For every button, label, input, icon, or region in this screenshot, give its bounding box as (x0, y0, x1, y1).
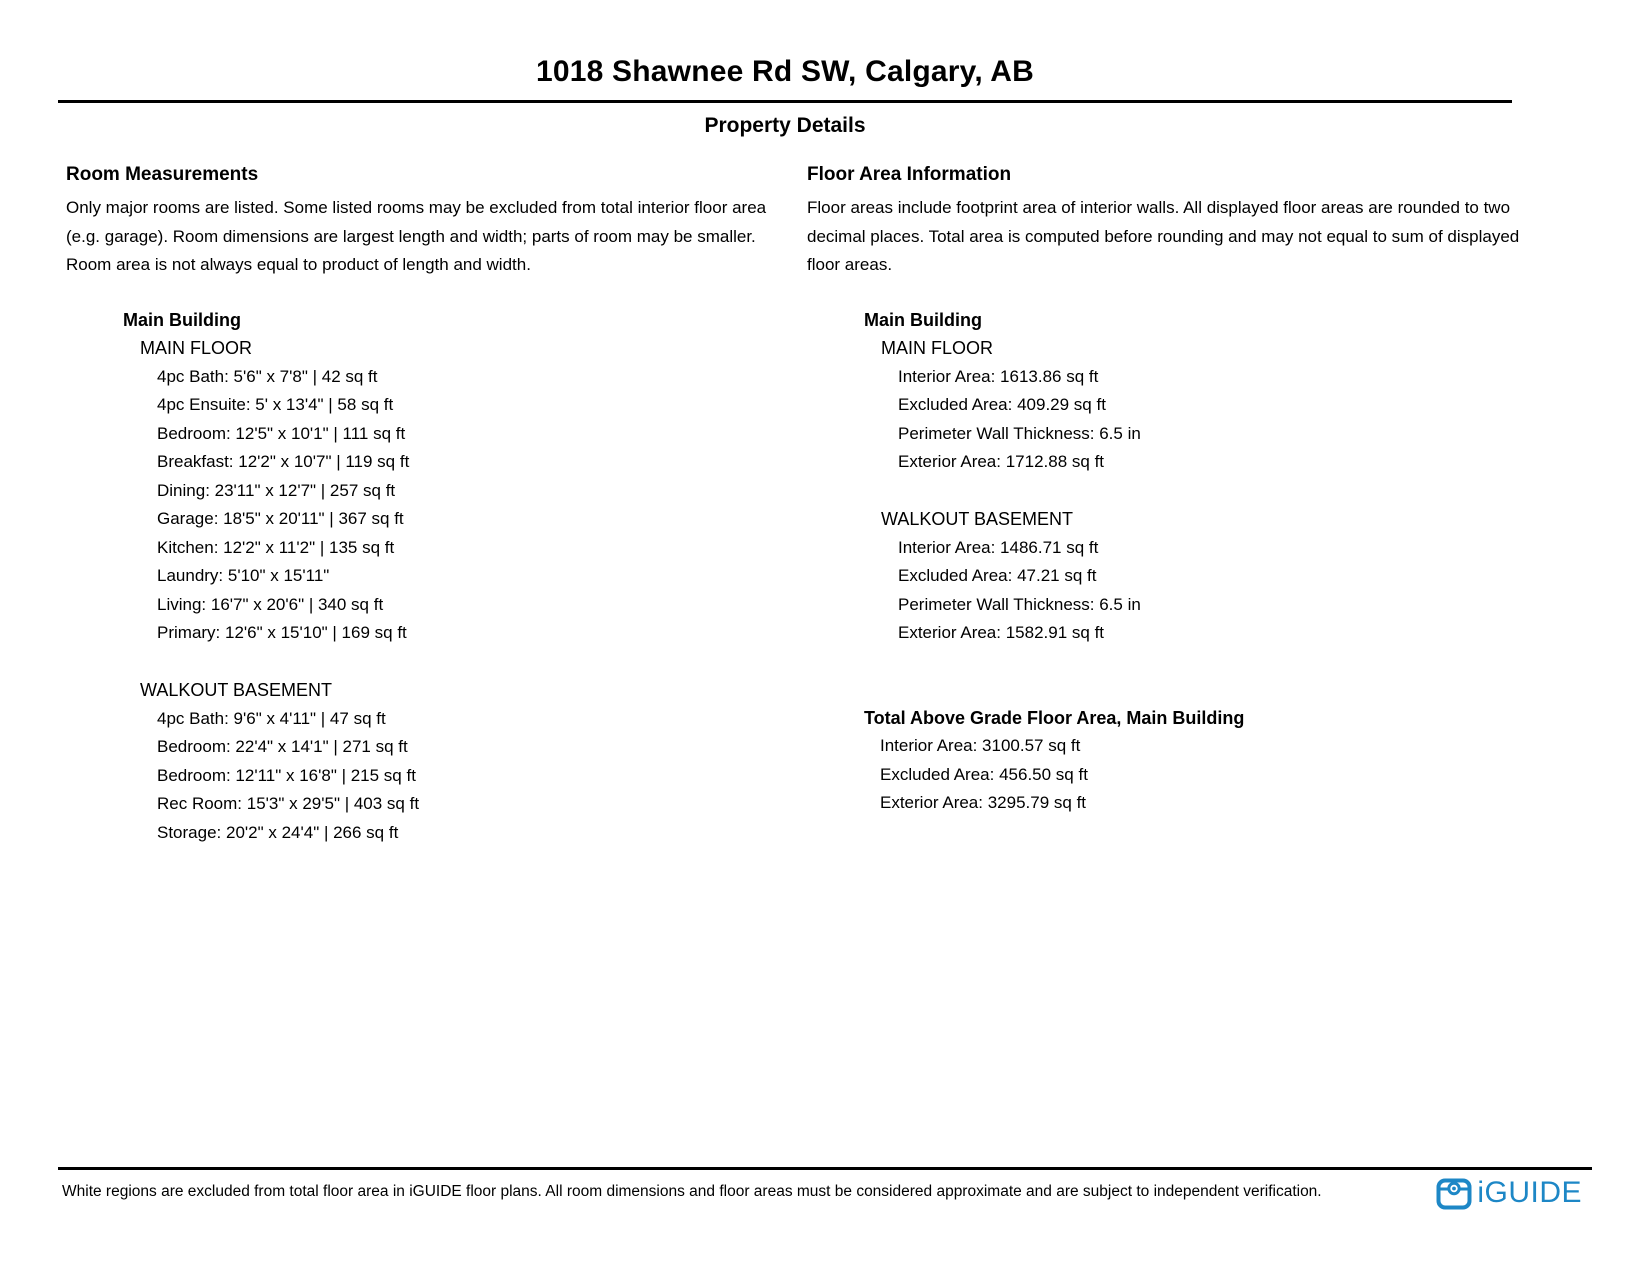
building-name: Main Building (123, 309, 241, 330)
footer-divider (58, 1167, 1592, 1170)
room-list-main-floor: 4pc Bath: 5'6" x 7'8" | 42 sq ft 4pc Ensu… (157, 363, 806, 648)
total-above-grade-heading: Total Above Grade Floor Area, Main Build… (864, 707, 1245, 728)
floor-area-line: Exterior Area: 1712.88 sq ft (898, 452, 1105, 471)
room-measurement-line: Garage: 18'5" x 20'11" | 367 sq ft (157, 509, 404, 528)
page-title: 1018 Shawnee Rd SW, Calgary, AB (535, 55, 1035, 88)
room-measurements-section: Room Measurements Only major rooms are l… (66, 163, 806, 847)
page-header: 1018 Shawnee Rd SW, Calgary, AB Property… (58, 0, 1512, 138)
area-list-main-floor: Interior Area: 1613.86 sq ft Excluded Are… (898, 363, 1547, 477)
room-measurement-line: 4pc Ensuite: 5' x 13'4" | 58 sq ft (157, 395, 394, 414)
total-above-grade-block: Total Above Grade Floor Area, Main Build… (807, 704, 1547, 818)
room-measurement-line: Bedroom: 12'11" x 16'8" | 215 sq ft (157, 765, 416, 785)
floor-name: MAIN FLOOR (881, 338, 994, 358)
description-line: Room area is not always equal to product… (66, 255, 531, 274)
floor-area-walkout-basement: WALKOUT BASEMENT Interior Area: 1486.71 … (807, 505, 1547, 648)
area-list-walkout-basement: Interior Area: 1486.71 sq ft Excluded Are… (898, 534, 1547, 648)
floor-area-line: Excluded Area: 409.29 sq ft (898, 395, 1106, 414)
room-measurement-line: Laundry: 5'10" x 15'11" (157, 566, 330, 585)
floor-area-line: Excluded Area: 47.21 sq ft (898, 566, 1097, 585)
floor-area-line: Interior Area: 1613.86 sq ft (898, 366, 1099, 386)
description-line: (e.g. garage). Room dimensions are large… (66, 226, 756, 246)
room-measurement-line: 4pc Bath: 5'6" x 7'8" | 42 sq ft (157, 366, 378, 386)
floor-main-floor: MAIN FLOOR 4pc Bath: 5'6" x 7'8" | 42 sq… (66, 334, 806, 648)
description-line: Floor areas include footprint area of in… (807, 198, 1511, 217)
room-list-walkout-basement: 4pc Bath: 9'6" x 4'11" | 47 sq ft Bedroom… (157, 705, 806, 848)
room-measurement-line: Rec Room: 15'3" x 29'5" | 403 sq ft (157, 794, 420, 813)
floor-area-information-section: Floor Area Information Floor areas inclu… (807, 163, 1547, 818)
iguide-camera-icon (1436, 1178, 1472, 1210)
floor-area-line: Exterior Area: 1582.91 sq ft (898, 623, 1105, 642)
floor-name: WALKOUT BASEMENT (881, 509, 1074, 529)
room-measurement-line: Living: 16'7" x 20'6" | 340 sq ft (157, 594, 384, 614)
floor-area-line: Perimeter Wall Thickness: 6.5 in (898, 594, 1141, 614)
room-measurements-heading: Room Measurements (66, 164, 259, 185)
floor-walkout-basement: WALKOUT BASEMENT 4pc Bath: 9'6" x 4'11" … (66, 676, 806, 847)
room-measurement-line: Kitchen: 12'2" x 11'2" | 135 sq ft (157, 537, 395, 557)
room-measurements-building: Main Building MAIN FLOOR 4pc Bath: 5'6" … (66, 306, 806, 848)
room-measurement-line: Dining: 23'11" x 12'7" | 257 sq ft (157, 480, 396, 500)
floor-area-line: Interior Area: 1486.71 sq ft (898, 537, 1099, 557)
floor-area-line: Interior Area: 3100.57 sq ft (880, 736, 1081, 755)
floor-area-building: Main Building MAIN FLOOR Interior Area: … (807, 306, 1547, 648)
floor-area-information-heading: Floor Area Information (807, 164, 1012, 185)
floor-name: WALKOUT BASEMENT (140, 680, 333, 700)
header-divider (58, 100, 1512, 103)
floor-area-main-floor: MAIN FLOOR Interior Area: 1613.86 sq ft E… (807, 334, 1547, 477)
floor-area-line: Excluded Area: 456.50 sq ft (880, 764, 1088, 784)
floor-area-information-description: Floor areas include footprint area of in… (807, 194, 1547, 280)
total-area-list: Interior Area: 3100.57 sq ft Excluded Are… (880, 732, 1547, 818)
iguide-logo-text: iGUIDE (1477, 1176, 1582, 1209)
room-measurements-description: Only major rooms are listed. Some listed… (66, 194, 806, 280)
room-measurement-line: Primary: 12'6" x 15'10" | 169 sq ft (157, 623, 407, 642)
description-line: Only major rooms are listed. Some listed… (66, 198, 767, 217)
floor-area-line: Exterior Area: 3295.79 sq ft (880, 793, 1087, 812)
room-measurement-line: Bedroom: 22'4" x 14'1" | 271 sq ft (157, 737, 408, 756)
footer-disclaimer: White regions are excluded from total fl… (62, 1183, 1322, 1200)
room-measurement-line: Bedroom: 12'5" x 10'1" | 111 sq ft (157, 423, 406, 443)
building-name: Main Building (864, 309, 982, 330)
room-measurement-line: 4pc Bath: 9'6" x 4'11" | 47 sq ft (157, 708, 386, 728)
floor-area-line: Perimeter Wall Thickness: 6.5 in (898, 423, 1141, 443)
room-measurement-line: Storage: 20'2" x 24'4" | 266 sq ft (157, 822, 399, 842)
page-subtitle: Property Details (704, 114, 866, 137)
floor-name: MAIN FLOOR (140, 338, 253, 358)
description-line: decimal places. Total area is computed b… (807, 226, 1520, 246)
room-measurement-line: Breakfast: 12'2" x 10'7" | 119 sq ft (157, 452, 410, 471)
description-line: floor areas. (807, 255, 893, 274)
iguide-logo: iGUIDE (1436, 1176, 1582, 1210)
